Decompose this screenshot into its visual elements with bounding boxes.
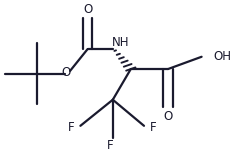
Text: NH: NH [112,36,129,49]
Text: O: O [83,3,92,16]
Text: OH: OH [214,49,232,63]
Text: F: F [67,121,74,134]
Text: O: O [163,110,173,123]
Text: O: O [61,66,71,79]
Text: F: F [107,139,114,152]
Text: F: F [150,121,157,134]
